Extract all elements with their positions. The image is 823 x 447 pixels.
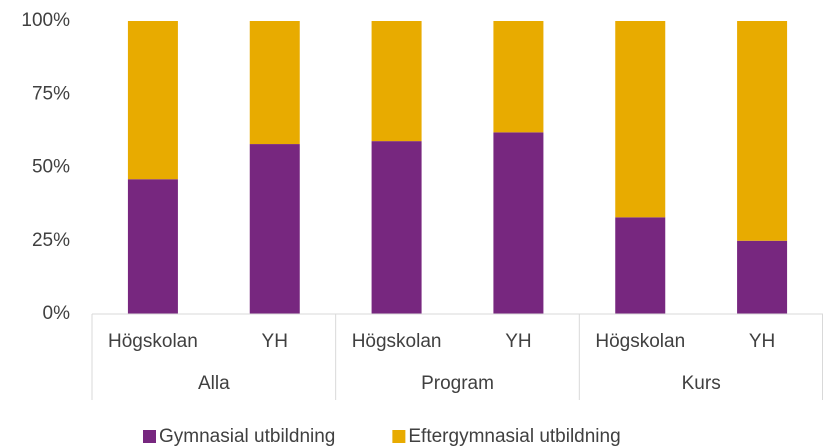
y-tick-label: 25% [32,230,70,251]
x-tick-label: YH [505,331,531,352]
bar-segment [615,217,666,314]
legend-label: Eftergymnasial utbildning [408,426,620,447]
legend-swatch [143,430,156,443]
group-label: Program [421,373,494,394]
bar-segment [737,240,788,314]
y-tick-label: 0% [43,303,71,324]
bar-segment [127,179,178,314]
bar-segment [371,21,422,142]
bar-segment [737,21,788,241]
bar-segment [493,132,544,314]
bar-segment [127,21,178,180]
bar-segment [371,141,422,314]
bar-segment [249,21,300,145]
x-tick-label: Högskolan [108,331,198,352]
y-tick-label: 100% [21,10,70,31]
bar-segment [493,21,544,133]
bar-segment [249,144,300,314]
x-tick-label: YH [749,331,775,352]
x-tick-label: YH [262,331,288,352]
y-tick-label: 75% [32,83,70,104]
x-tick-label: Högskolan [352,331,442,352]
legend-label: Gymnasial utbildning [159,426,335,447]
group-label: Kurs [682,373,721,394]
y-tick-label: 50% [32,157,70,178]
x-tick-label: Högskolan [595,331,685,352]
legend-swatch [392,430,406,443]
group-label: Alla [198,373,230,394]
bar-segment [615,21,666,218]
